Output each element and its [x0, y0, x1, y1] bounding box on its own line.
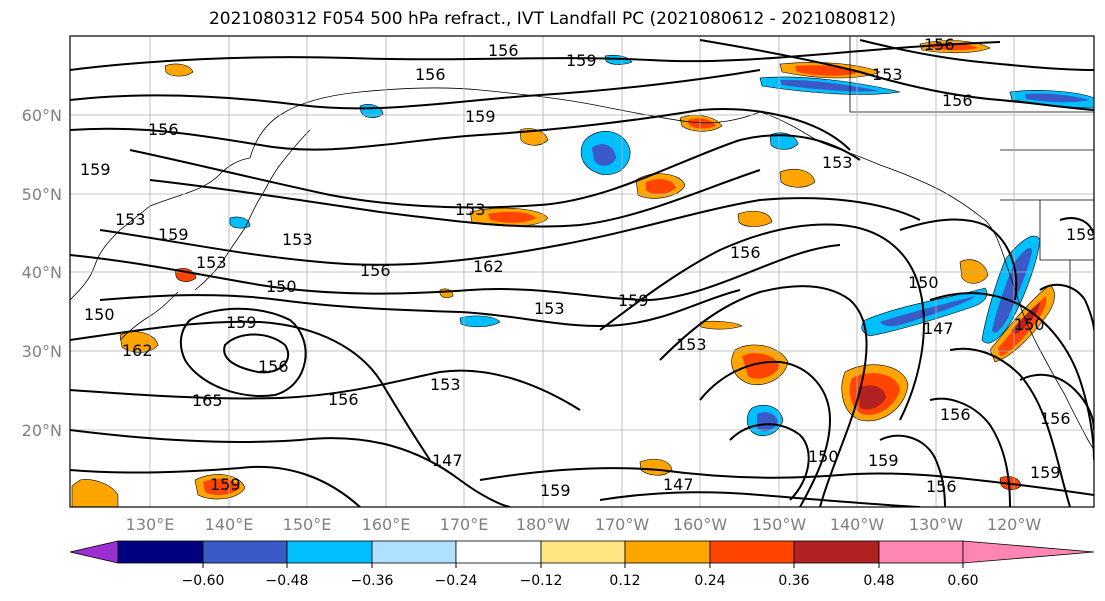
contour-label-group: 156 159 156 159 153 156 156 156 153 159 …	[80, 35, 1097, 500]
colorbar-tick-label: −0.48	[266, 573, 309, 589]
contour-label: 147	[432, 451, 463, 470]
colorbar-ticks	[202, 563, 964, 568]
contour-label: 153	[282, 230, 313, 249]
contour-label: 153	[534, 299, 565, 318]
contour-label: 153	[196, 253, 227, 272]
lon-label: 150°E	[283, 515, 332, 534]
contour-label: 156	[924, 35, 955, 54]
contour-label: 156	[940, 405, 971, 424]
colorbar-tick-label: −0.36	[351, 573, 394, 589]
lat-label: 20°N	[22, 421, 62, 440]
lat-label: 50°N	[22, 185, 62, 204]
contour-label: 159	[1030, 463, 1061, 482]
lon-label: 170°E	[440, 515, 489, 534]
contour-label: 165	[192, 391, 223, 410]
contour-label: 150	[808, 447, 839, 466]
map-frame	[69, 35, 1095, 508]
contour-label: 162	[473, 257, 504, 276]
contour-label: 159	[210, 475, 241, 494]
colorbar-tick-label: −0.60	[182, 573, 225, 589]
lat-label: 40°N	[22, 263, 62, 282]
contour-label: 156	[328, 390, 359, 409]
contour-label: 159	[868, 451, 899, 470]
contour-label: 153	[115, 210, 146, 229]
contour-label: 156	[942, 91, 973, 110]
contour-label: 156	[258, 357, 289, 376]
lon-label: 140°E	[205, 515, 254, 534]
contour-label: 153	[872, 65, 903, 84]
contour-label: 159	[465, 107, 496, 126]
colorbar-segment	[962, 540, 1095, 564]
colorbar-tick-label: 0.24	[694, 573, 725, 589]
contour-label: 147	[663, 475, 694, 494]
contour-label: 156	[415, 65, 446, 84]
contour-label: 153	[676, 335, 707, 354]
refractivity-contours	[70, 39, 1094, 507]
contour-label: 150	[1014, 315, 1045, 334]
graticule	[70, 36, 1094, 507]
colorbar-tick-label: −0.12	[520, 573, 563, 589]
colorbar-segment	[371, 540, 457, 564]
colorbar-tick-label: 0.60	[947, 573, 978, 589]
contour-label: 150	[908, 273, 939, 292]
colorbar-segment	[286, 540, 373, 564]
lon-label: 130°E	[126, 515, 175, 534]
contour-label: 159	[80, 160, 111, 179]
colorbar-tick-labels: −0.60 −0.48 −0.36 −0.24 −0.12 0.12 0.24 …	[182, 573, 979, 589]
colorbar-segment	[117, 540, 204, 564]
lat-label: 30°N	[22, 342, 62, 361]
contour-label: 156	[730, 243, 761, 262]
colorbar-segment	[624, 540, 711, 564]
contour-label: 159	[566, 51, 597, 70]
contour-label: 150	[266, 277, 297, 296]
contour-label: 153	[822, 153, 853, 172]
colorbar-segment	[709, 540, 795, 564]
colorbar-segment	[69, 540, 119, 564]
colorbar-tick-label: 0.48	[863, 573, 894, 589]
colorbar-segment	[202, 540, 288, 564]
colorbar-segment	[455, 540, 542, 564]
lon-label: 160°W	[673, 515, 728, 534]
contour-label: 156	[360, 261, 391, 280]
lon-label: 140°W	[830, 515, 885, 534]
lon-label: 180°W	[516, 515, 571, 534]
contour-label: 162	[122, 341, 153, 360]
map-title: 2021080312 F054 500 hPa refract., IVT La…	[208, 9, 896, 29]
colorbar-segment	[540, 540, 626, 564]
colorbar-segment	[878, 540, 964, 564]
anomaly-shading	[71, 40, 1094, 507]
lon-label: 150°W	[752, 515, 807, 534]
latitude-labels: 60°N 50°N 40°N 30°N 20°N	[22, 106, 62, 440]
colorbar: −0.60 −0.48 −0.36 −0.24 −0.12 0.12 0.24 …	[69, 540, 1095, 589]
contour-label: 147	[923, 319, 954, 338]
contour-label: 156	[148, 120, 179, 139]
contour-label: 156	[488, 41, 519, 60]
colorbar-tick-label: 0.36	[778, 573, 809, 589]
contour-label: 153	[430, 375, 461, 394]
map-plot-area: 156 159 156 159 153 156 156 156 153 159 …	[70, 35, 1097, 507]
contour-label: 150	[84, 305, 115, 324]
contour-label: 159	[226, 313, 257, 332]
coastlines	[70, 36, 1094, 451]
lon-label: 120°W	[987, 515, 1042, 534]
contour-label: 153	[455, 200, 486, 219]
lat-label: 60°N	[22, 106, 62, 125]
lon-label: 170°W	[595, 515, 650, 534]
colorbar-tick-label: 0.12	[609, 573, 640, 589]
contour-label: 159	[618, 291, 649, 310]
lon-label: 160°E	[362, 515, 411, 534]
longitude-labels: 130°E 140°E 150°E 160°E 170°E 180°W 170°…	[126, 515, 1042, 534]
contour-label: 156	[926, 477, 957, 496]
colorbar-segment	[793, 540, 880, 564]
contour-label: 159	[1066, 225, 1097, 244]
lon-label: 130°W	[909, 515, 964, 534]
colorbar-tick-label: −0.24	[435, 573, 478, 589]
contour-label: 159	[540, 481, 571, 500]
contour-label: 159	[158, 225, 189, 244]
contour-label: 156	[1040, 409, 1071, 428]
